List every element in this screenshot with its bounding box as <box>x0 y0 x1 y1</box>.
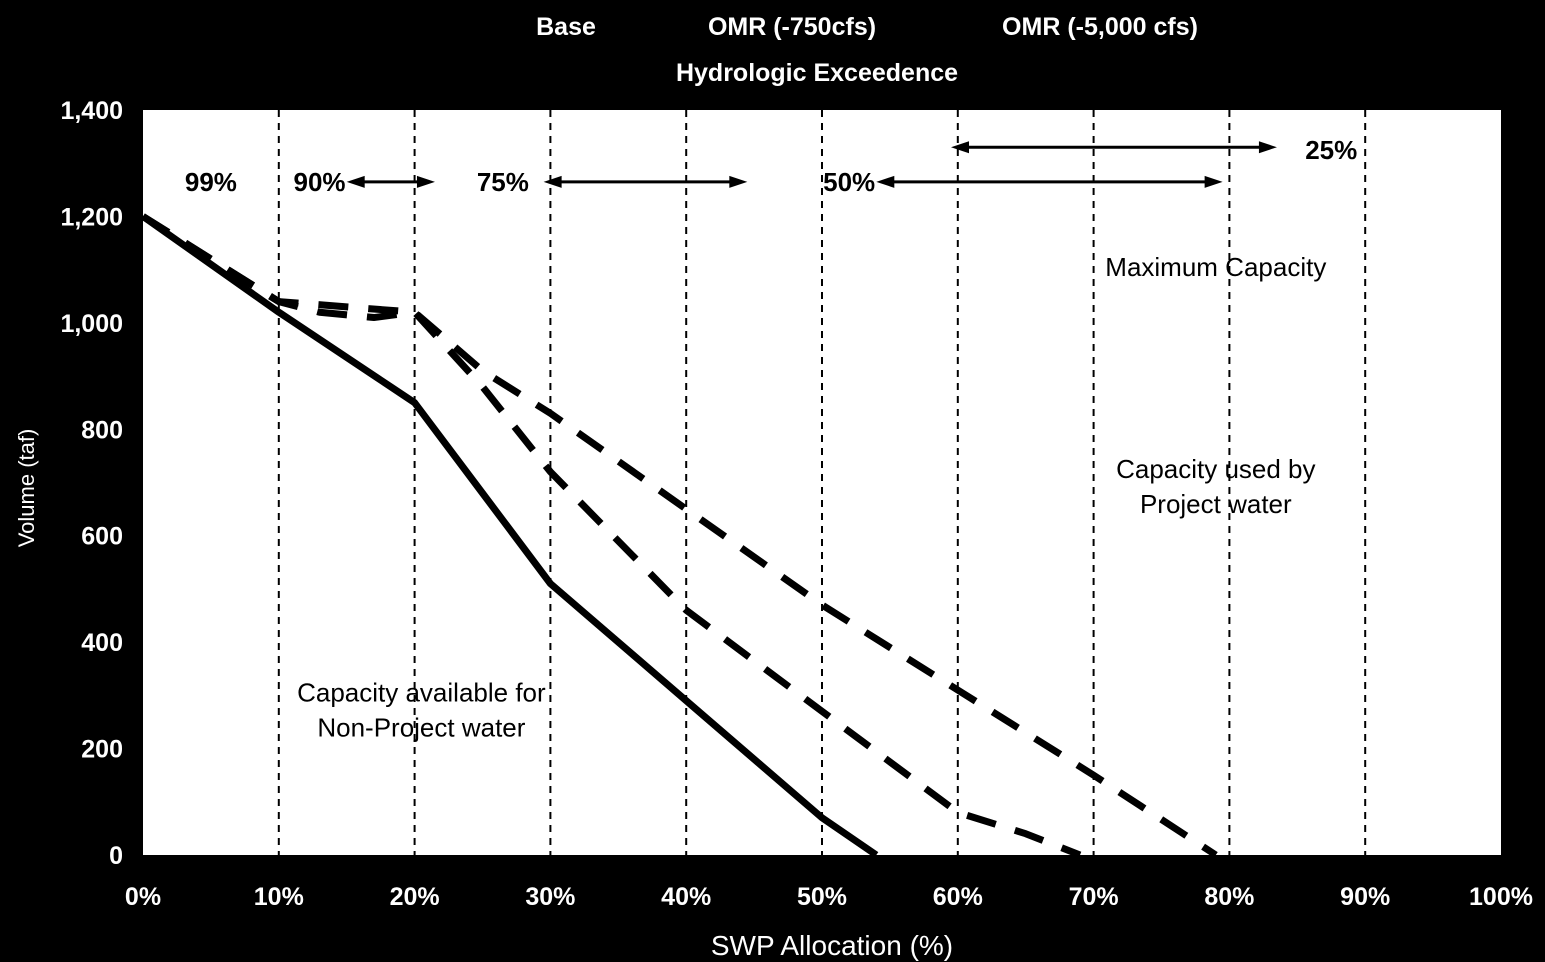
x-axis-label: SWP Allocation (%) <box>711 930 953 961</box>
x-tick-label: 100% <box>1469 883 1533 911</box>
y-tick-label: 0 <box>109 842 123 870</box>
series-lines <box>140 213 1218 859</box>
y-tick-label: 200 <box>81 736 123 764</box>
x-tick-label: 10% <box>254 883 304 911</box>
annotation-text: Project water <box>1140 489 1292 519</box>
x-tick-label: 30% <box>525 883 575 911</box>
arrow-head-right <box>1204 175 1223 188</box>
exceedence-arrows: 99% 90% 75% 50% 25% <box>185 135 1357 197</box>
arrow-head-left <box>543 175 562 188</box>
x-tick-labels: 0% 10% 20% 30% 40% 50% 60% 70% 80% 90% 100% <box>125 883 1533 911</box>
y-tick-labels: 0 200 400 600 800 1,000 1,200 1,400 <box>60 97 123 870</box>
x-tick-label: 50% <box>797 883 847 911</box>
y-tick-label: 1,000 <box>60 310 123 338</box>
annotation-text: Capacity available for <box>297 678 546 708</box>
exceedence-label: 90% <box>294 167 346 197</box>
legend-base: Base <box>536 13 596 41</box>
y-tick-label: 600 <box>81 523 123 551</box>
annotation-text: Non-Project water <box>317 713 525 743</box>
annotations: Maximum Capacity Capacity used by Project … <box>297 252 1326 743</box>
x-tick-label: 60% <box>933 883 983 911</box>
annotation-text: Capacity used by <box>1116 454 1315 484</box>
series-line-2 <box>141 213 1082 859</box>
legend-subtitle: Hydrologic Exceedence <box>676 59 958 87</box>
y-axis-label: Volume (taf) <box>14 429 39 548</box>
x-tick-label: 70% <box>1069 883 1119 911</box>
y-tick-label: 1,400 <box>60 97 123 125</box>
series-line-1 <box>140 213 879 858</box>
arrow-head-left <box>951 141 970 154</box>
x-tick-label: 0% <box>125 883 161 911</box>
legend-omr-750: OMR (-750cfs) <box>708 13 876 41</box>
plot-area <box>143 110 1501 855</box>
legend-omr-5000: OMR (-5,000 cfs) <box>1002 13 1198 41</box>
exceedence-label: 50% <box>823 167 875 197</box>
x-tick-label: 20% <box>390 883 440 911</box>
exceedence-label: 99% <box>185 167 237 197</box>
arrow-head-left <box>346 175 365 188</box>
series-line-3 <box>141 213 1218 858</box>
arrow-head-left <box>876 175 895 188</box>
top-legend: Base OMR (-750cfs) OMR (-5,000 cfs) Hydr… <box>536 13 1198 87</box>
arrow-head-right <box>1258 141 1277 154</box>
x-tick-label: 90% <box>1340 883 1390 911</box>
y-tick-label: 1,200 <box>60 203 123 231</box>
exceedence-label: 25% <box>1305 135 1357 165</box>
exceedence-label: 75% <box>477 167 529 197</box>
x-tick-label: 80% <box>1204 883 1254 911</box>
y-tick-label: 800 <box>81 416 123 444</box>
annotation-text: Maximum Capacity <box>1105 252 1326 282</box>
x-tick-label: 40% <box>661 883 711 911</box>
y-tick-label: 400 <box>81 629 123 657</box>
arrow-head-right <box>729 175 748 188</box>
arrow-head-right <box>416 175 435 188</box>
